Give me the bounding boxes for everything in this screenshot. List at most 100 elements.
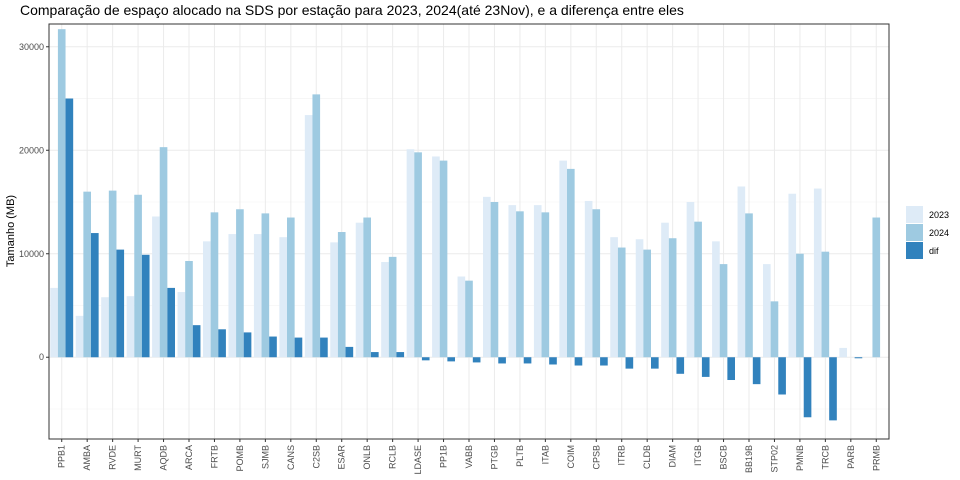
bar-2023-PARB — [839, 347, 847, 358]
bar-dif-ONLB — [371, 352, 379, 358]
bar-dif-CLDB — [651, 357, 659, 369]
bar-dif-PLTB — [523, 357, 532, 364]
x-tick-label: PLTB — [515, 445, 525, 467]
bar-dif-RVDE — [116, 249, 125, 358]
bar-2024-FRTB — [210, 212, 219, 358]
bar-2024-MURT — [134, 194, 142, 358]
x-tick-label: ESAR — [337, 445, 347, 470]
bar-dif-AMBA — [91, 233, 99, 358]
x-tick-label: STP02 — [769, 445, 779, 473]
chart-title: Comparação de espaço alocado na SDS por … — [20, 2, 684, 18]
bar-dif-LDASE — [421, 357, 430, 361]
bar-2023-AMBA — [75, 315, 84, 358]
bar-2023-ITRB — [610, 237, 618, 358]
x-tick-label: BB19B — [744, 445, 754, 473]
bar-2024-COIM — [567, 168, 575, 358]
x-tick-label: LDASE — [413, 445, 423, 475]
bar-2024-BSCB — [719, 264, 728, 358]
bar-2023-CLDB — [635, 239, 644, 358]
bar-dif-DIAM — [676, 357, 685, 374]
x-tick-label: MURT — [133, 445, 143, 471]
x-tick-label: BSCB — [719, 445, 729, 470]
x-tick-label: ONLB — [362, 445, 372, 470]
bar-dif-PP1B — [447, 357, 455, 362]
y-tick-label: 30000 — [19, 42, 44, 52]
y-tick-label: 20000 — [19, 145, 44, 155]
bar-2024-RCLB — [388, 256, 397, 358]
bar-2024-TRCB — [821, 251, 830, 358]
x-tick-label: AMBA — [82, 445, 92, 471]
x-tick-label: CANS — [286, 445, 296, 470]
y-tick-label: 0 — [39, 352, 44, 362]
bar-dif-ITRB — [625, 357, 634, 369]
bar-dif-RCLB — [396, 352, 405, 358]
bar-2023-C2SB — [304, 115, 313, 358]
bar-dif-PPB1 — [65, 98, 74, 358]
bar-2024-AMBA — [83, 191, 91, 358]
bar-dif-VABB — [472, 357, 481, 363]
bar-2024-DIAM — [668, 238, 677, 358]
bar-2023-VABB — [457, 276, 466, 358]
bar-2024-STP02 — [770, 301, 779, 358]
y-tick-label: 10000 — [19, 249, 44, 259]
bar-2024-ITAB — [541, 212, 550, 358]
bar-2024-C2SB — [312, 94, 321, 358]
bar-2023-RVDE — [101, 297, 109, 358]
bar-2024-BB19B — [745, 213, 753, 358]
bar-2023-BB19B — [737, 186, 746, 358]
bar-2023-RCLB — [381, 262, 389, 358]
bar-2023-FRTB — [203, 241, 211, 358]
bar-2023-PTGB — [483, 196, 491, 358]
legend-label-2023: 2023 — [929, 210, 949, 220]
bar-2023-ITGB — [686, 202, 695, 358]
x-tick-label: AQDB — [159, 445, 169, 471]
x-tick-label: CPSB — [591, 445, 601, 470]
bar-2023-PLTB — [508, 205, 517, 358]
bar-2024-PTGB — [490, 202, 499, 358]
bar-dif-TRCB — [829, 357, 837, 421]
bar-dif-POMB — [243, 332, 252, 358]
y-axis: 0 10000 20000 30000 — [19, 42, 49, 362]
bar-2024-ESAR — [337, 232, 346, 358]
x-tick-label: PRMB — [871, 445, 881, 471]
bar-2023-ESAR — [330, 242, 338, 358]
bar-2023-PPB1 — [50, 287, 58, 358]
bar-dif-ITAB — [549, 357, 557, 365]
legend-key-2024 — [906, 224, 923, 241]
x-tick-label: POMB — [235, 445, 245, 472]
x-tick-label: PMNB — [795, 445, 805, 471]
x-tick-label: PP1B — [439, 445, 449, 468]
bar-2024-LDASE — [414, 152, 422, 358]
bar-2024-ONLB — [363, 217, 371, 358]
x-tick-label: RCLB — [388, 445, 398, 469]
legend-label-2024: 2024 — [929, 228, 949, 238]
bar-2024-CPSB — [592, 209, 601, 358]
bar-2023-TRCB — [813, 188, 822, 358]
x-tick-label: SJMB — [260, 445, 270, 469]
legend-key-2023 — [906, 206, 923, 223]
legend-key-dif — [906, 242, 923, 259]
bar-2024-PRMB — [872, 217, 881, 358]
bar-2023-LDASE — [406, 149, 415, 358]
bar-dif-SJMB — [269, 336, 277, 358]
bar-dif-CPSB — [600, 357, 608, 366]
x-tick-label: PTGB — [489, 445, 499, 470]
bar-dif-MURT — [141, 254, 150, 358]
bar-2024-ITRB — [617, 247, 626, 358]
bar-2023-SJMB — [253, 234, 262, 358]
bar-2023-ITAB — [533, 205, 542, 358]
bar-2024-ITGB — [694, 221, 702, 358]
bar-dif-PTGB — [498, 357, 506, 364]
bar-dif-BB19B — [752, 357, 761, 385]
bar-dif-BSCB — [727, 357, 735, 381]
grid — [49, 24, 889, 439]
x-tick-label: ARCA — [184, 445, 194, 470]
x-tick-label: PPB1 — [57, 445, 67, 468]
bar-dif-FRTB — [218, 329, 226, 358]
x-tick-label: VABB — [464, 445, 474, 468]
bar-2023-BSCB — [712, 241, 720, 358]
legend-label-dif: dif — [929, 246, 939, 256]
legend: 2023 2024 dif — [906, 206, 949, 259]
bar-dif-COIM — [574, 357, 583, 366]
